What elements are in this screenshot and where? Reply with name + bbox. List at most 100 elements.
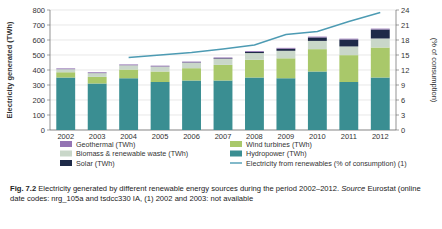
y-tick — [47, 40, 50, 41]
bar-segment — [245, 60, 264, 78]
y-tick — [47, 70, 50, 71]
x-tick-label: 2011 — [341, 132, 357, 141]
y-tick-label: 0 — [41, 126, 45, 135]
legend-swatch — [60, 160, 72, 166]
y-tick — [47, 130, 50, 131]
bar-segment — [119, 78, 138, 130]
bar-segment — [151, 82, 170, 130]
bar-segment — [214, 57, 233, 59]
bar-segment — [308, 36, 327, 38]
y2-axis-title: (% of consumption) — [430, 38, 439, 103]
bar-segment — [56, 78, 75, 131]
bar-segment — [308, 37, 327, 40]
y2-tick-label: 18 — [401, 36, 409, 45]
y-tick — [47, 85, 50, 86]
caption-part: Fig. 7.2 — [10, 184, 36, 193]
x-tick-label: 2005 — [152, 132, 169, 141]
y2-tick-label: 6 — [401, 96, 405, 105]
y-tick — [47, 115, 50, 116]
y2-tick-label: 0 — [401, 126, 405, 135]
bar-segment — [119, 70, 138, 79]
bar-segment — [56, 72, 75, 77]
bar-segment — [119, 65, 138, 69]
bar-segment — [151, 67, 170, 72]
y-tick-label: 700 — [32, 21, 45, 30]
bar-segment — [371, 30, 390, 39]
y2-tick-label: 3 — [401, 111, 405, 120]
y-tick-label: 300 — [32, 81, 45, 90]
bar-segment — [371, 39, 390, 48]
bar-segment — [276, 58, 295, 78]
bar-segment — [119, 64, 138, 66]
bar-segment — [214, 81, 233, 131]
legend-label: Geothermal (TWh) — [76, 140, 136, 149]
legend-swatch — [60, 151, 72, 157]
x-tick-label: 2012 — [372, 132, 389, 141]
plot-area — [56, 13, 389, 131]
bar-segment — [245, 52, 264, 53]
bar-segment — [214, 59, 233, 65]
y-tick — [47, 10, 50, 11]
y2-tick — [396, 40, 399, 41]
y2-tick — [396, 130, 399, 131]
bar-segment — [88, 72, 107, 74]
x-tick-label: 2007 — [215, 132, 232, 141]
caption-part: Electricity generated by different renew… — [38, 184, 339, 193]
y-tick-label: 100 — [32, 111, 45, 120]
y-tick — [47, 55, 50, 56]
legend-label: Wind turbines (TWh) — [246, 140, 312, 149]
bar-segment — [88, 84, 107, 131]
bar-segment — [371, 48, 390, 78]
y-tick-label: 400 — [32, 66, 45, 75]
legend-swatch — [230, 151, 242, 157]
bar-segment — [276, 47, 295, 49]
bar-segment — [308, 72, 327, 131]
bar-segment — [182, 62, 201, 63]
x-tick-label: 2006 — [183, 132, 200, 141]
bar-segment — [371, 28, 390, 30]
y-axis-title: Electricity generated (TWh) — [5, 21, 14, 119]
bar-segment — [339, 55, 358, 82]
chart: 0100200300400500600700800036912151821242… — [0, 0, 442, 180]
bar-segment — [151, 72, 170, 83]
grid-line — [50, 10, 396, 11]
bar-segment — [88, 73, 107, 77]
y-tick — [47, 100, 50, 101]
y2-tick-label: 12 — [401, 66, 409, 75]
y-tick-label: 200 — [32, 96, 45, 105]
bar-segment — [339, 46, 358, 55]
bar-segment — [339, 40, 358, 47]
caption-part: Source — [341, 184, 365, 193]
bar-segment — [214, 58, 233, 60]
bar-segment — [245, 78, 264, 131]
y-axis — [50, 10, 51, 130]
y2-axis — [396, 10, 397, 130]
bar-segment — [56, 69, 75, 70]
y-tick-label: 800 — [32, 6, 45, 15]
y2-tick — [396, 115, 399, 116]
bar-segment — [182, 63, 201, 68]
bar-segment — [339, 38, 358, 40]
y2-tick-label: 15 — [401, 51, 409, 60]
legend-label: Electricity from renewables (% of consum… — [246, 159, 407, 168]
y-tick-label: 500 — [32, 51, 45, 60]
line-series — [129, 13, 381, 58]
grid-line — [50, 25, 396, 26]
y2-tick — [396, 25, 399, 26]
legend-swatch — [60, 141, 72, 147]
bar-segment — [182, 61, 201, 63]
legend-label: Hydropower (TWh) — [246, 149, 307, 158]
legend-swatch — [230, 141, 242, 147]
bar-segment — [151, 65, 170, 67]
bar-segment — [308, 49, 327, 71]
y-tick-label: 600 — [32, 36, 45, 45]
y2-tick — [396, 55, 399, 56]
bar-segment — [214, 65, 233, 81]
bar-segment — [151, 66, 170, 67]
y2-tick-label: 9 — [401, 81, 405, 90]
y2-tick — [396, 10, 399, 11]
bar-segment — [119, 65, 138, 66]
bar-segment — [276, 49, 295, 51]
bar-segment — [56, 69, 75, 72]
legend-label: Biomass & renewable waste (TWh) — [76, 149, 188, 158]
